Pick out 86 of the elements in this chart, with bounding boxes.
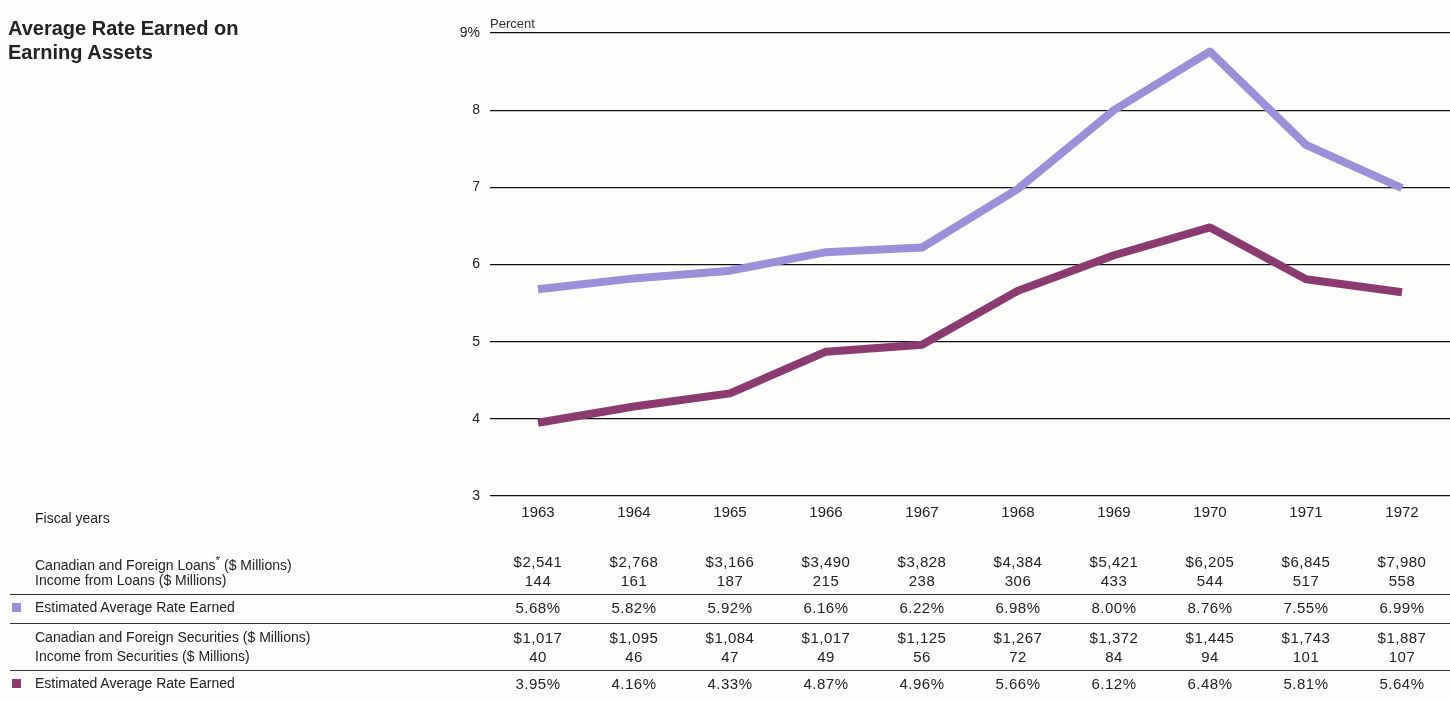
data-label: 4.16% [611,675,657,692]
data-label: 6.48% [1187,675,1233,692]
text: $6,845 [1281,553,1331,570]
text: 49 [817,648,835,665]
text: 306 [1004,572,1032,589]
data-label: 8.76% [1187,599,1233,616]
x-tick-label: 1967 [905,503,939,521]
text: 47 [721,648,739,665]
text: $3,828 [897,553,947,570]
text: 517 [1292,572,1320,589]
y-tick-label: 8 [472,101,481,118]
data-label: 6.12% [1091,675,1137,692]
y-tick-label: 7 [472,178,481,195]
text: 433 [1100,572,1128,589]
data-label: 5.81% [1283,675,1329,692]
text: Income from Loans ($ Millions) [35,572,227,588]
text: $3,166 [705,553,755,570]
x-tick-label: 1964 [617,503,651,521]
text: 187 [716,572,744,589]
text: $7,980 [1377,553,1427,570]
text: $5,421 [1089,553,1139,570]
x-tick-label: 1972 [1385,503,1419,521]
text: $1,017 [801,629,851,646]
text: Fiscal years [35,510,110,526]
text: 544 [1196,572,1224,589]
text: $3,490 [801,553,851,570]
data-label: 4.96% [899,675,945,692]
y-tick-label: 3 [472,486,481,503]
x-tick-label: 1970 [1193,503,1227,521]
data-label: 6.22% [899,599,945,616]
data-label: 5.66% [995,675,1041,692]
data-label: 3.95% [515,675,561,692]
x-tick-label: 1969 [1097,503,1131,521]
x-tick-label: 1971 [1289,503,1323,521]
text: $1,095 [609,629,659,646]
data-label: 5.82% [611,599,657,616]
data-label: 6.99% [1379,599,1425,616]
text: 72 [1009,648,1027,665]
text: $1,125 [897,629,947,646]
text: $1,887 [1377,629,1427,646]
text: 238 [908,572,936,589]
x-tick-label: 1968 [1001,503,1035,521]
text: Canadian and Foreign Loans$^{*}$ ($ Millions) [35,553,292,573]
text: 84 [1105,648,1123,665]
y-tick-label: 4 [472,409,481,426]
legend-label: Estimated Average Rate Earned [35,675,235,691]
data-label: 5.64% [1379,675,1425,692]
y-tick-label: 6 [472,255,481,272]
text: Average Rate Earned on Earning Assets [8,16,240,64]
text: 94 [1201,648,1219,665]
text: 144 [524,572,552,589]
text: $1,017 [513,629,563,646]
data-label: 6.98% [995,599,1041,616]
text: $1,084 [705,629,755,646]
data-label: 6.16% [803,599,849,616]
data-label: 8.00% [1091,599,1137,616]
text: $4,384 [993,553,1043,570]
data-label: 4.87% [803,675,849,692]
text: Canadian and Foreign Securities ($ Millions) [35,629,311,645]
text: 101 [1292,648,1320,665]
text: 558 [1388,572,1416,589]
text: Income from Securities ($ Millions) [35,648,250,664]
text: $1,743 [1281,629,1331,646]
x-tick-label: 1963 [521,503,555,521]
data-label: 7.55% [1283,599,1329,616]
data-label: 4.33% [707,675,753,692]
y-tick-label: 5 [472,332,481,349]
y-tick-label: 9% [459,23,480,40]
text: 107 [1388,648,1416,665]
x-tick-label: 1965 [713,503,747,521]
y-axis-title: Percent [490,16,536,32]
text: 40 [529,648,547,665]
legend-label: Estimated Average Rate Earned [35,599,235,615]
text: 215 [812,572,840,589]
x-tick-label: 1966 [809,503,843,521]
text: 161 [620,572,648,589]
text: $1,445 [1185,629,1235,646]
data-label: 5.68% [515,599,561,616]
text: $2,768 [609,553,659,570]
text: 56 [913,648,931,665]
text: $2,541 [513,553,563,570]
text: $6,205 [1185,553,1235,570]
data-label: 5.92% [707,599,753,616]
text: $1,267 [993,629,1043,646]
text: 46 [625,648,643,665]
text: $1,372 [1089,629,1139,646]
